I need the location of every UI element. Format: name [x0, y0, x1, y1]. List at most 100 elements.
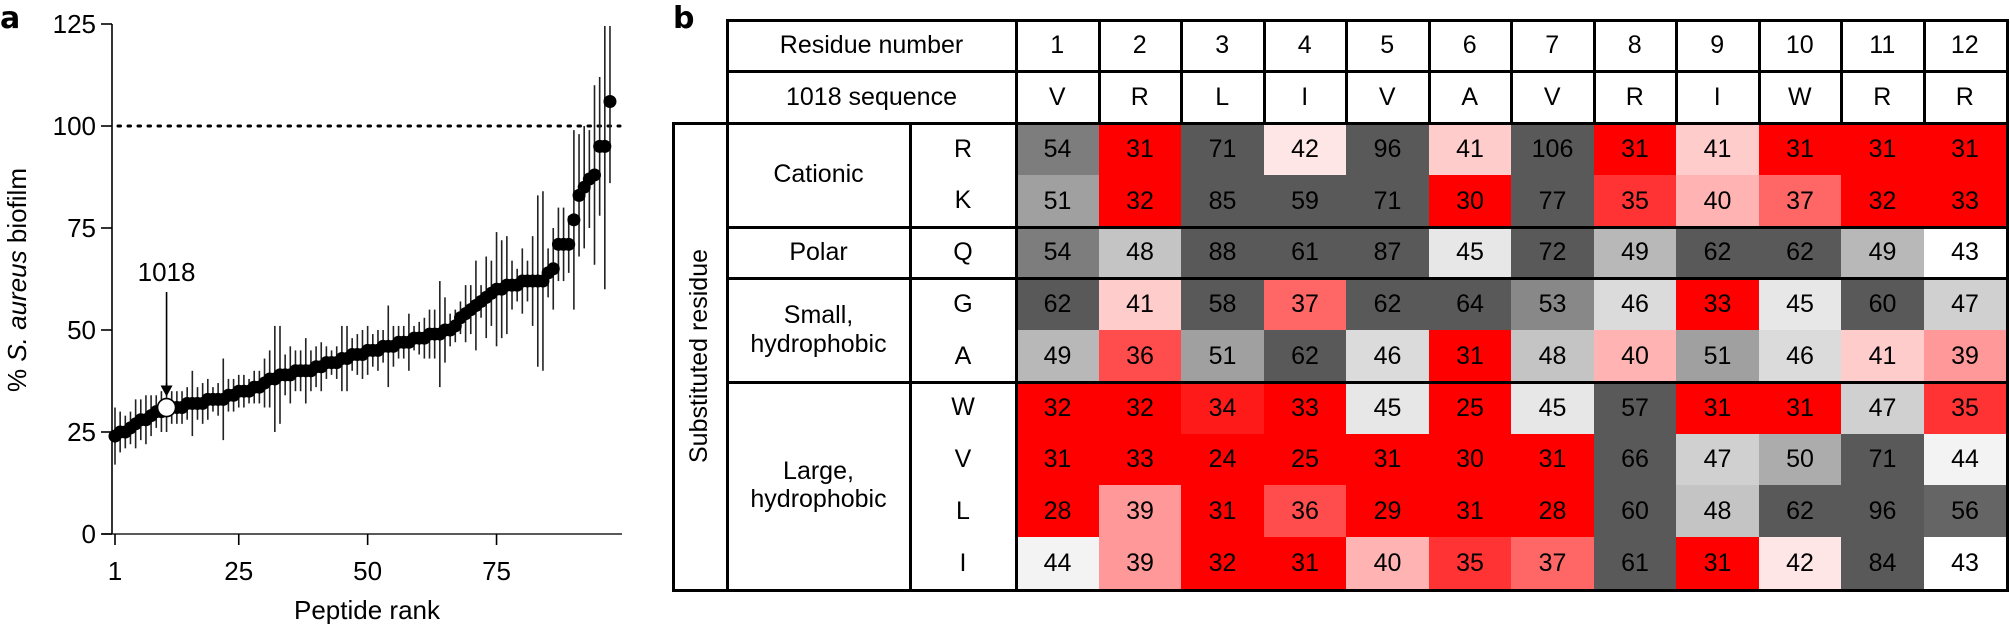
- table-top-border: [727, 19, 2008, 22]
- heatmap-cell: 60: [1593, 485, 1677, 538]
- sequence-residue-cell: V: [1016, 71, 1099, 123]
- group-divider: [727, 225, 2008, 229]
- heatmap-cell: 45: [1428, 226, 1512, 279]
- heatmap-cell: 37: [1758, 174, 1842, 228]
- annotation-label: 1018: [138, 257, 196, 287]
- heatmap-cell: 40: [1676, 174, 1759, 228]
- heatmap-cell: 45: [1511, 381, 1594, 435]
- heatmap-cell: 56: [1923, 485, 2007, 538]
- heatmap-cell: 59: [1263, 174, 1347, 228]
- sequence-residue-cell: V: [1346, 71, 1429, 123]
- heatmap-cell: 77: [1511, 174, 1594, 228]
- heatmap-cell: 106: [1511, 123, 1594, 176]
- column-divider: [1757, 20, 1761, 123]
- heatmap-cell: 35: [1923, 381, 2007, 435]
- open-circle-1018: [156, 397, 177, 418]
- data-point: [603, 95, 617, 109]
- heatmap-cell: 48: [1098, 226, 1182, 279]
- heatmap-cell: 31: [1758, 381, 1842, 435]
- heatmap-cell: 32: [1016, 381, 1099, 435]
- heatmap-cell: 46: [1758, 330, 1842, 383]
- residue-group-label: Large, hydrophobic: [727, 381, 910, 589]
- heatmap-cell: 31: [1676, 381, 1759, 435]
- heatmap-cell: 48: [1511, 330, 1594, 383]
- residue-number-cell: 10: [1758, 20, 1841, 71]
- residue-number-cell: 2: [1098, 20, 1181, 71]
- heatmap-cell: 37: [1263, 278, 1347, 331]
- residue-number-cell: 6: [1428, 20, 1511, 71]
- data-point: [588, 168, 602, 182]
- heatmap-cell: 31: [1428, 330, 1512, 383]
- heatmap-cell: 66: [1593, 433, 1677, 486]
- heatmap-cell: 47: [1676, 433, 1759, 486]
- data-left-border: [1015, 19, 1018, 592]
- residue-number-cell: 12: [1923, 20, 2006, 71]
- header-divider: [727, 70, 2008, 73]
- substituted-residue-label: R: [910, 123, 1016, 175]
- heatmap-cell: 43: [1923, 537, 2007, 590]
- x-axis-label: Peptide rank: [294, 595, 441, 624]
- heatmap-cell: 32: [1181, 537, 1264, 590]
- x-tick-label: 75: [482, 556, 511, 586]
- y-axis-label: % S. aureus biofilm: [2, 168, 32, 392]
- heatmap-cell: 39: [1098, 485, 1182, 538]
- heatmap-cell: 64: [1428, 278, 1512, 331]
- heatmap-cell: 85: [1181, 174, 1264, 228]
- sequence-header: 1018 sequence: [727, 71, 1016, 123]
- y-tick-label: 75: [67, 213, 96, 243]
- heatmap-cell: 60: [1841, 278, 1924, 331]
- heatmap-cell: 62: [1346, 278, 1429, 331]
- heatmap-cell: 46: [1593, 278, 1677, 331]
- x-tick-label: 25: [224, 556, 253, 586]
- heatmap-cell: 45: [1758, 278, 1842, 331]
- heatmap-cell: 49: [1016, 330, 1099, 383]
- heatmap-cell: 62: [1016, 278, 1099, 331]
- substituted-residue-label: G: [910, 278, 1016, 331]
- heatmap-cell: 62: [1758, 226, 1842, 279]
- y-label-prefix: %: [2, 362, 32, 392]
- substituted-residue-label: L: [910, 485, 1016, 538]
- sequence-residue-cell: I: [1676, 71, 1759, 123]
- heatmap-cell: 71: [1346, 174, 1429, 228]
- heatmap-cell: 41: [1428, 123, 1512, 176]
- y-tick-label: 125: [53, 9, 96, 39]
- group-divider: [727, 277, 2008, 281]
- y-tick-label: 50: [67, 315, 96, 345]
- sequence-residue-cell: R: [1923, 71, 2006, 123]
- sequence-residue-cell: R: [1593, 71, 1676, 123]
- heatmap-cell: 31: [1181, 485, 1264, 538]
- heatmap-cell: 96: [1346, 123, 1429, 176]
- heatmap-cell: 31: [1676, 537, 1759, 590]
- data-point: [567, 213, 581, 227]
- column-divider: [1345, 20, 1348, 123]
- sequence-residue-cell: A: [1428, 71, 1511, 123]
- heatmap-cell: 36: [1098, 330, 1182, 383]
- column-divider: [1592, 20, 1596, 123]
- heatmap-cell: 31: [1098, 123, 1182, 176]
- heatmap-cell: 62: [1758, 485, 1842, 538]
- heatmap-cell: 49: [1841, 226, 1924, 279]
- y-label-suffix: biofilm: [2, 168, 32, 250]
- heatmap-cell: 87: [1346, 226, 1429, 279]
- residue-number-cell: 9: [1676, 20, 1759, 71]
- sequence-residue-cell: I: [1263, 71, 1346, 123]
- heatmap-cell: 32: [1841, 174, 1924, 228]
- heatmap-cell: 49: [1593, 226, 1677, 279]
- heatmap-cell: 31: [1758, 123, 1842, 176]
- residue-group-label: Small, hydrophobic: [727, 278, 910, 382]
- heatmap-cell: 32: [1098, 174, 1182, 228]
- heatmap-cell: 31: [1016, 433, 1099, 486]
- heatmap-cell: 51: [1676, 330, 1759, 383]
- column-divider: [1097, 20, 1101, 123]
- residue-number-header: Residue number: [727, 20, 1016, 71]
- residue-group-label: Polar: [727, 226, 910, 279]
- heatmap-cell: 61: [1593, 537, 1677, 590]
- heatmap-cell: 31: [1841, 123, 1924, 176]
- sequence-residue-cell: R: [1841, 71, 1924, 123]
- heatmap-cell: 37: [1511, 537, 1594, 590]
- table-right-border: [2006, 19, 2009, 592]
- panel-b-label: b: [673, 1, 695, 36]
